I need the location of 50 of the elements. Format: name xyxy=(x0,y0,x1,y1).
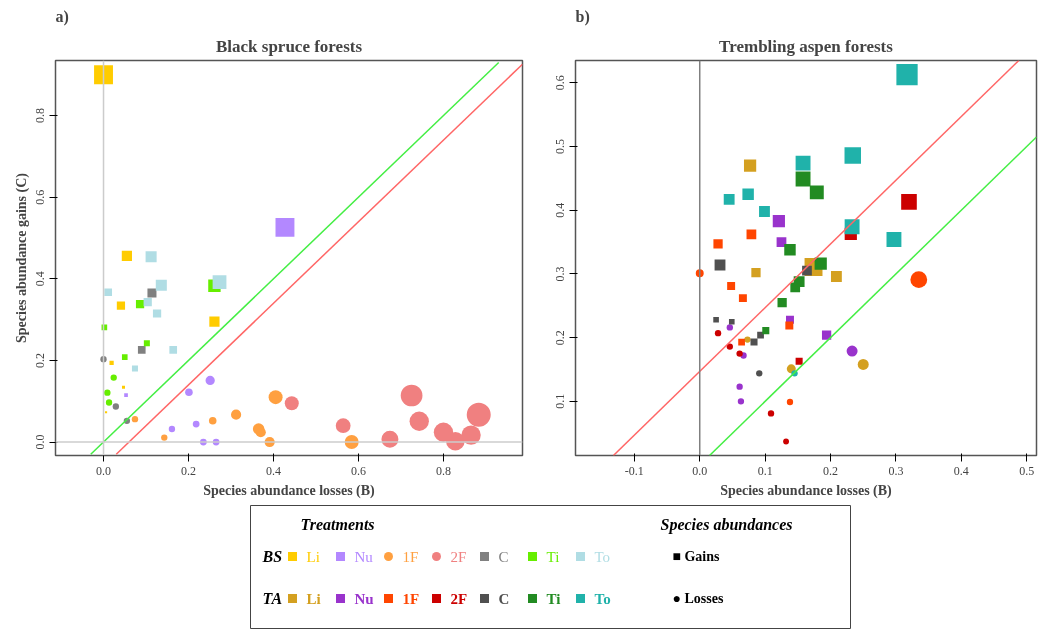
y-tick-label: 0.2 xyxy=(33,352,48,368)
legend-title: BS xyxy=(261,548,283,565)
legend-label: 2F xyxy=(450,548,467,565)
legend-label: Nu xyxy=(354,590,374,607)
x-tick-label: 0.8 xyxy=(435,463,451,478)
x-axis-title: Species abundance losses (B) xyxy=(203,482,376,499)
legend-label: Li xyxy=(306,548,320,565)
text: Treatments xyxy=(300,516,375,533)
y-tick-label: 0.6 xyxy=(33,189,48,205)
text: b) xyxy=(575,7,590,26)
y-axis-title: Species abundance gains (C) xyxy=(13,172,30,343)
legend-label: To xyxy=(594,590,611,607)
y-tick-label: 0.1 xyxy=(553,393,568,409)
legend-label: C xyxy=(498,590,510,607)
legend-label: 1F xyxy=(402,548,419,565)
x-tick-label: 0.4 xyxy=(265,463,281,478)
legend-label: Ti xyxy=(546,548,560,565)
legend-title: TA xyxy=(262,590,283,607)
text: ■ Gains xyxy=(672,549,721,564)
y-tick-label: 0.0 xyxy=(33,434,48,450)
text: a) xyxy=(55,7,69,26)
y-tick-label: 0.4 xyxy=(33,271,48,287)
chart-title: Trembling aspen forests xyxy=(719,36,894,56)
legend-label: To xyxy=(594,548,611,565)
legend-label: Nu xyxy=(354,548,374,565)
y-tick-label: 0.3 xyxy=(553,266,568,282)
x-tick-label: 0.0 xyxy=(96,463,112,478)
chart-title: Black spruce forests xyxy=(215,36,363,56)
x-tick-label: -0.1 xyxy=(624,463,644,478)
x-tick-label: 0.2 xyxy=(823,463,839,478)
legend-label: Li xyxy=(306,590,321,607)
legend-label: Ti xyxy=(546,590,561,607)
text: Species abundances xyxy=(660,516,793,534)
y-tick-label: 0.8 xyxy=(33,108,48,124)
y-tick-label: 0.6 xyxy=(553,75,568,91)
legend-label: 1F xyxy=(402,590,420,607)
y-tick-label: 0.4 xyxy=(553,202,568,218)
legend-label: 2F xyxy=(450,590,468,607)
x-tick-label: 0.4 xyxy=(953,463,969,478)
x-tick-label: 0.5 xyxy=(1019,463,1035,478)
y-tick-label: 0.2 xyxy=(553,330,568,346)
x-tick-label: 0.6 xyxy=(350,463,366,478)
x-tick-label: 0.0 xyxy=(692,463,708,478)
y-tick-label: 0.5 xyxy=(553,139,568,155)
x-tick-label: 0.2 xyxy=(181,463,196,478)
x-axis-title: Species abundance losses (B) xyxy=(720,482,893,499)
x-tick-label: 0.1 xyxy=(757,463,773,478)
legend-label: C xyxy=(498,548,509,565)
x-tick-label: 0.3 xyxy=(888,463,904,478)
text: ● Losses xyxy=(672,591,724,606)
